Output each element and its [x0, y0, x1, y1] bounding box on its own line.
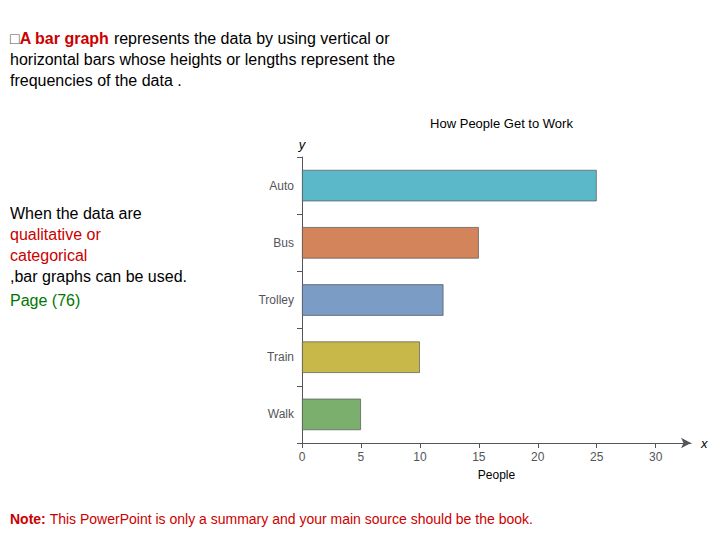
svg-text:horizontal bars whose heights: horizontal bars whose heights or lengths…: [10, 51, 395, 68]
svg-text:Page (76): Page (76): [10, 292, 80, 309]
svg-text:categorical: categorical: [10, 247, 87, 264]
svg-text:This PowerPoint is only a summ: This PowerPoint is only a summary and yo…: [50, 511, 533, 527]
svg-text:How People Get to Work: How People Get to Work: [430, 116, 573, 131]
svg-text:Trolley: Trolley: [258, 293, 294, 307]
svg-text:Train: Train: [267, 350, 294, 364]
svg-text:20: 20: [531, 450, 545, 464]
svg-text:Bus: Bus: [273, 236, 294, 250]
svg-text:Auto: Auto: [269, 179, 294, 193]
svg-text:represents the data by using v: represents the data by using vertical or: [114, 30, 390, 47]
svg-text:5: 5: [358, 450, 365, 464]
svg-text:□: □: [10, 30, 20, 47]
svg-text:,bar graphs can be used.: ,bar graphs can be used.: [10, 268, 187, 285]
svg-text:A bar graph: A bar graph: [20, 30, 114, 47]
svg-text:x: x: [700, 436, 708, 451]
svg-text:People: People: [478, 468, 516, 482]
svg-text:When the data are: When the data are: [10, 205, 142, 222]
svg-text:Note:: Note:: [10, 511, 50, 527]
svg-text:30: 30: [649, 450, 663, 464]
svg-text:frequencies of the data .: frequencies of the data .: [10, 72, 182, 89]
svg-text:0: 0: [299, 450, 306, 464]
svg-text:Walk: Walk: [268, 407, 295, 421]
svg-text:15: 15: [472, 450, 486, 464]
svg-text:10: 10: [413, 450, 427, 464]
svg-text:y: y: [298, 137, 307, 152]
svg-text:25: 25: [590, 450, 604, 464]
svg-text:qualitative or: qualitative or: [10, 226, 101, 243]
